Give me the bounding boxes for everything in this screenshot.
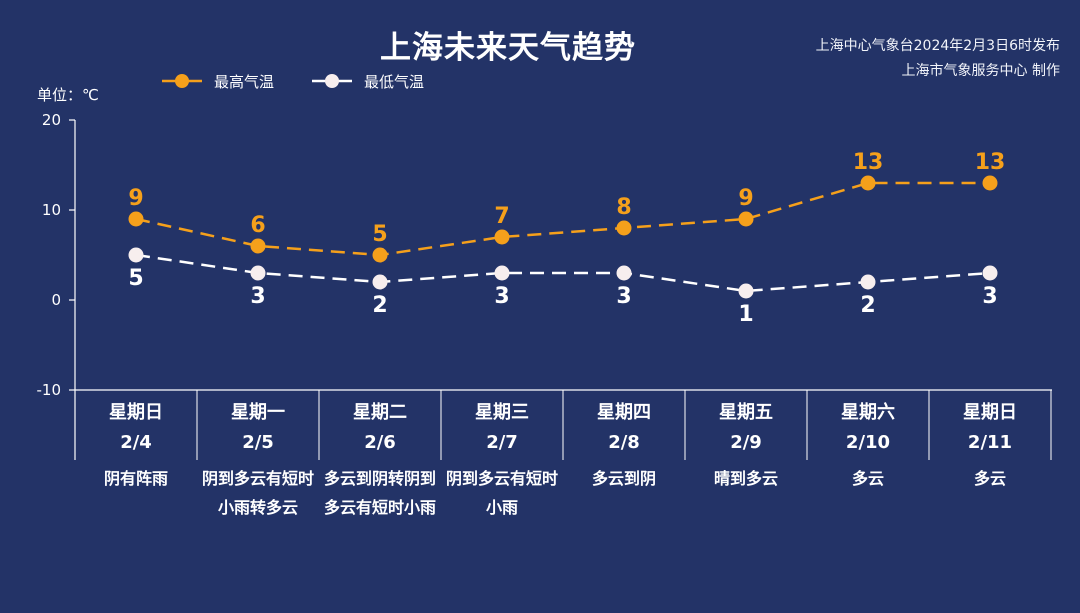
- high-temp-point: [250, 238, 266, 254]
- weekday-label: 星期一: [231, 402, 285, 423]
- low-temp-point: [860, 274, 876, 290]
- legend-low-label: 最低气温: [364, 72, 425, 91]
- high-temp-label: 13: [853, 150, 884, 175]
- high-temp-label: 5: [372, 222, 387, 247]
- weather-desc: 阴到多云有短时小雨: [445, 469, 558, 517]
- low-temp-point: [250, 265, 266, 281]
- low-temp-label: 2: [372, 293, 387, 318]
- high-temp-point: [616, 220, 632, 236]
- y-tick-label: 0: [51, 291, 61, 309]
- high-temp-point: [982, 175, 998, 191]
- low-temp-point: [372, 274, 388, 290]
- date-label: 2/9: [730, 432, 762, 453]
- weekday-label: 星期四: [597, 402, 651, 423]
- legend-low-marker-icon: [312, 74, 352, 88]
- day-column: 星期六 2/10 多云: [807, 398, 929, 493]
- legend-high-marker-icon: [162, 74, 202, 88]
- high-temp-label: 9: [128, 186, 143, 211]
- y-tick-label: -10: [37, 381, 62, 399]
- low-temp-label: 5: [128, 266, 143, 291]
- day-column: 星期五 2/9 晴到多云: [685, 398, 807, 493]
- date-label: 2/10: [845, 432, 891, 453]
- weather-desc: 多云: [973, 469, 1006, 488]
- weekday-label: 星期六: [841, 402, 895, 423]
- high-temp-label: 9: [738, 186, 753, 211]
- high-temp-label: 8: [616, 195, 631, 220]
- date-label: 2/7: [486, 432, 518, 453]
- high-temp-line: [135, 181, 990, 257]
- low-temp-label: 3: [616, 284, 631, 309]
- low-temp-point: [982, 265, 998, 281]
- weekday-label: 星期日: [109, 402, 163, 423]
- low-temp-point: [616, 265, 632, 281]
- weekday-label: 星期五: [719, 402, 773, 423]
- weather-desc: 多云: [851, 469, 884, 488]
- weather-desc: 阴到多云有短时小雨转多云: [201, 469, 314, 517]
- issue-credit: 上海中心气象台2024年2月3日6时发布: [815, 38, 1060, 54]
- weekday-label: 星期三: [475, 402, 529, 423]
- y-axis-unit: 单位：℃: [37, 86, 99, 104]
- day-column: 星期三 2/7 阴到多云有短时小雨: [441, 398, 563, 522]
- y-tick-label: 20: [42, 111, 61, 129]
- day-column: 星期一 2/5 阴到多云有短时小雨转多云: [197, 398, 319, 522]
- producer-credit: 上海市气象服务中心 制作: [901, 63, 1060, 79]
- legend-high-label: 最高气温: [214, 72, 275, 91]
- high-temp-point: [494, 229, 510, 245]
- day-column: 星期日 2/11 多云: [929, 398, 1051, 493]
- day-column: 星期二 2/6 多云到阴转阴到多云有短时小雨: [319, 398, 441, 522]
- weather-desc: 阴有阵雨: [103, 469, 168, 488]
- low-temp-point: [128, 247, 144, 263]
- high-temp-point: [128, 211, 144, 227]
- day-column: 星期四 2/8 多云到阴: [563, 398, 685, 493]
- chart-title: 上海未来天气趋势: [380, 30, 636, 66]
- y-tick-label: 10: [42, 201, 61, 219]
- date-label: 2/4: [120, 432, 152, 453]
- high-temp-label: 6: [250, 213, 265, 238]
- low-temp-line: [135, 253, 991, 293]
- low-temp-label: 3: [250, 284, 265, 309]
- low-temp-point: [738, 283, 754, 299]
- high-temp-label: 13: [975, 150, 1006, 175]
- legend-high: 最高气温: [160, 70, 274, 92]
- date-label: 2/6: [364, 432, 396, 453]
- low-temp-label: 3: [494, 284, 509, 309]
- date-label: 2/11: [967, 432, 1013, 453]
- high-temp-point: [738, 211, 754, 227]
- date-label: 2/5: [242, 432, 274, 453]
- high-temp-point: [860, 175, 876, 191]
- weekday-label: 星期日: [963, 402, 1017, 423]
- date-label: 2/8: [608, 432, 640, 453]
- weather-desc: 多云到阴: [591, 469, 656, 488]
- low-temp-point: [494, 265, 510, 281]
- high-temp-label: 7: [494, 204, 509, 229]
- high-temp-point: [372, 247, 388, 263]
- low-temp-label: 1: [738, 302, 753, 327]
- weather-desc: 多云到阴转阴到多云有短时小雨: [323, 469, 436, 517]
- weather-desc: 晴到多云: [713, 469, 778, 488]
- weekday-label: 星期二: [353, 402, 407, 423]
- legend-low: 最低气温: [310, 70, 424, 92]
- low-temp-label: 2: [860, 293, 875, 318]
- day-column: 星期日 2/4 阴有阵雨: [75, 398, 197, 493]
- low-temp-label: 3: [982, 284, 997, 309]
